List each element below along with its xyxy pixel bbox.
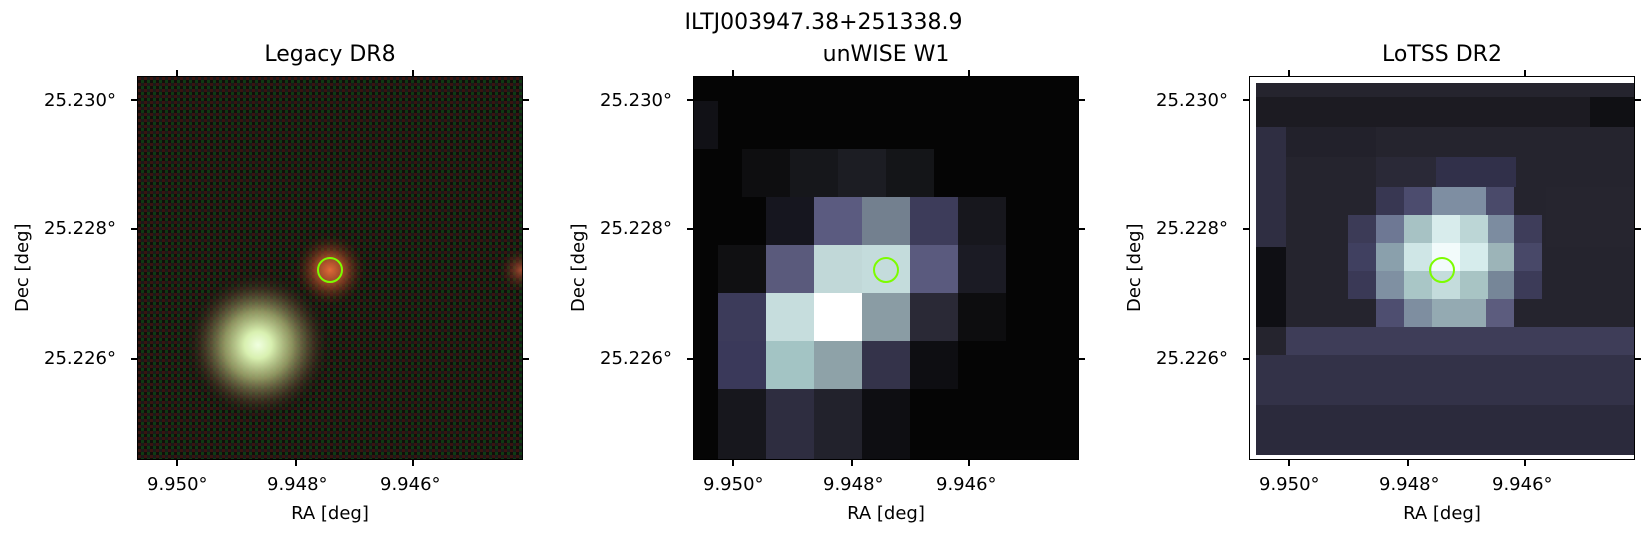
y-tick-label: 25.228° [1156, 218, 1228, 239]
x-tick-label: 9.950° [147, 474, 208, 495]
y-axis-label: Dec [deg] [568, 223, 589, 312]
panel-unwise-w1: unWISE W1 [556, 0, 1085, 539]
y-tick-label: 25.226° [44, 348, 116, 369]
y-tick-label: 25.228° [600, 218, 672, 239]
y-tick-label: 25.230° [600, 90, 672, 111]
x-tick-label: 9.946° [380, 474, 441, 495]
y-tick-label: 25.230° [1156, 90, 1228, 111]
y-tick-label: 25.228° [44, 218, 116, 239]
source-marker [873, 257, 899, 283]
x-tick-label: 9.948° [1379, 474, 1440, 495]
unwise-image [693, 76, 1079, 460]
x-axis-label: RA [deg] [291, 503, 369, 524]
x-tick-label: 9.948° [823, 474, 884, 495]
y-tick-label: 25.226° [1156, 348, 1228, 369]
y-axis-label: Dec [deg] [1124, 223, 1145, 312]
legacy-image-canvas [138, 77, 522, 459]
panel-title: LoTSS DR2 [1382, 42, 1502, 67]
panel-title: unWISE W1 [822, 42, 950, 67]
panel-legacy-dr8: Legacy DR8 [0, 0, 529, 539]
y-tick-label: 25.230° [44, 90, 116, 111]
y-axis-label: Dec [deg] [12, 223, 33, 312]
lotss-image [1249, 76, 1635, 460]
x-tick-label: 9.950° [1259, 474, 1320, 495]
source-marker [1429, 257, 1455, 283]
x-tick-label: 9.946° [936, 474, 997, 495]
x-tick-label: 9.950° [703, 474, 764, 495]
panel-lotss-dr2: LoTSS DR2 [1112, 0, 1641, 539]
x-axis-label: RA [deg] [847, 503, 925, 524]
unwise-image-canvas [694, 77, 1078, 459]
lotss-image-canvas [1250, 77, 1634, 459]
source-marker [317, 257, 343, 283]
y-tick-label: 25.226° [600, 348, 672, 369]
x-tick-label: 9.946° [1492, 474, 1553, 495]
panel-title: Legacy DR8 [264, 42, 396, 67]
x-axis-label: RA [deg] [1403, 503, 1481, 524]
figure-title: ILTJ003947.38+251338.9 [684, 10, 963, 35]
x-tick-label: 9.948° [267, 474, 328, 495]
legacy-image [137, 76, 523, 460]
